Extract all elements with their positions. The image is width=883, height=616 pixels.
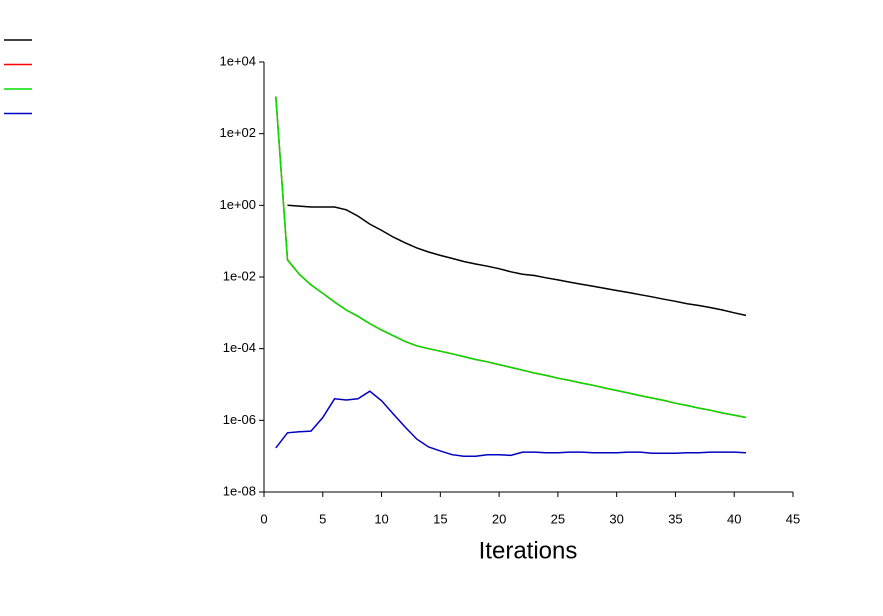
x-tick-label: 0 bbox=[260, 511, 267, 526]
x-tick-label: 15 bbox=[433, 511, 447, 526]
series-line bbox=[287, 204, 747, 317]
x-axis-label: Iterations bbox=[479, 537, 578, 564]
x-tick-label: 10 bbox=[374, 511, 388, 526]
series-line bbox=[275, 96, 747, 419]
y-tick-label: 1e+00 bbox=[219, 197, 256, 212]
y-tick-label: 1e+02 bbox=[219, 125, 256, 140]
x-tick-label: 25 bbox=[551, 511, 565, 526]
x-tick-label: 45 bbox=[786, 511, 800, 526]
y-tick-label: 1e-06 bbox=[223, 412, 256, 427]
x-tick-label: 5 bbox=[319, 511, 326, 526]
y-tick-label: 1e-04 bbox=[223, 340, 256, 355]
y-tick-label: 1e+04 bbox=[219, 53, 256, 68]
x-tick-label: 20 bbox=[492, 511, 506, 526]
series-line bbox=[275, 96, 747, 419]
x-tick-label: 40 bbox=[727, 511, 741, 526]
series-line bbox=[275, 390, 747, 457]
x-tick-label: 35 bbox=[668, 511, 682, 526]
y-tick-label: 1e-08 bbox=[223, 483, 256, 498]
x-tick-label: 30 bbox=[609, 511, 623, 526]
y-tick-label: 1e-02 bbox=[223, 268, 256, 283]
